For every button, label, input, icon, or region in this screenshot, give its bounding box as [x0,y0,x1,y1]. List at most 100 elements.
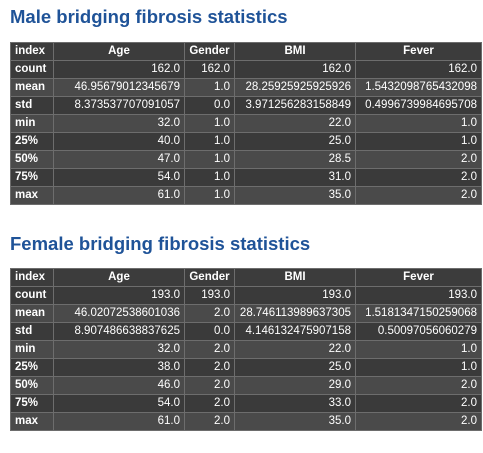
male-table-body: count 162.0 162.0 162.0 162.0 mean 46.95679012… [10,60,482,205]
table-row: min 32.0 2.0 22.0 1.0 [10,340,482,359]
cell-bmi: 35.0 [234,412,356,431]
cell-bmi: 31.0 [234,168,356,187]
column-header-gender: Gender [184,42,235,61]
cell-age: 46.02072538601036 [53,304,185,323]
male-stats-heading: Male bridging fibrosis statistics [10,6,288,27]
table-header: index Age Gender BMI Fever [10,42,482,61]
cell-gender: 1.0 [184,132,235,151]
cell-bmi: 28.746113989637305 [234,304,356,323]
cell-fever: 1.0 [355,132,482,151]
cell-age: 61.0 [53,412,185,431]
table-row: 75% 54.0 1.0 31.0 2.0 [10,168,482,187]
cell-bmi: 3.971256283158849 [234,96,356,115]
female-table-body: count 193.0 193.0 193.0 193.0 mean 46.02072538… [10,286,482,431]
cell-fever: 2.0 [355,394,482,413]
row-label: 25% [10,132,54,151]
cell-bmi: 33.0 [234,394,356,413]
cell-age: 54.0 [53,168,185,187]
row-label: min [10,114,54,133]
cell-age: 8.373537707091057 [53,96,185,115]
cell-bmi: 29.0 [234,376,356,395]
cell-bmi: 25.0 [234,358,356,377]
cell-bmi: 4.146132475907158 [234,322,356,341]
table-row: max 61.0 1.0 35.0 2.0 [10,186,482,205]
cell-fever: 162.0 [355,60,482,79]
row-label: 75% [10,168,54,187]
cell-gender: 193.0 [184,286,235,305]
cell-gender: 2.0 [184,358,235,377]
column-header-index: index [10,42,54,61]
cell-bmi: 162.0 [234,60,356,79]
cell-gender: 1.0 [184,78,235,97]
cell-age: 40.0 [53,132,185,151]
cell-fever: 1.0 [355,340,482,359]
table-row: mean 46.02072538601036 2.0 28.7461139896373… [10,304,482,323]
row-label: mean [10,78,54,97]
cell-gender: 0.0 [184,96,235,115]
cell-age: 38.0 [53,358,185,377]
table-row: 25% 40.0 1.0 25.0 1.0 [10,132,482,151]
cell-bmi: 28.5 [234,150,356,169]
cell-age: 32.0 [53,114,185,133]
cell-gender: 1.0 [184,150,235,169]
cell-age: 47.0 [53,150,185,169]
column-header-index: index [10,268,54,287]
cell-fever: 2.0 [355,376,482,395]
column-header-age: Age [53,42,185,61]
cell-gender: 2.0 [184,340,235,359]
cell-age: 46.95679012345679 [53,78,185,97]
cell-fever: 1.5181347150259068 [355,304,482,323]
row-label: 50% [10,376,54,395]
row-label: std [10,96,54,115]
table-row: 50% 46.0 2.0 29.0 2.0 [10,376,482,395]
table-row: max 61.0 2.0 35.0 2.0 [10,412,482,431]
cell-age: 32.0 [53,340,185,359]
column-header-fever: Fever [355,268,482,287]
cell-bmi: 25.0 [234,132,356,151]
cell-bmi: 28.25925925925926 [234,78,356,97]
row-label: std [10,322,54,341]
cell-gender: 162.0 [184,60,235,79]
row-label: max [10,186,54,205]
column-header-age: Age [53,268,185,287]
row-label: count [10,60,54,79]
row-label: 50% [10,150,54,169]
cell-age: 61.0 [53,186,185,205]
cell-gender: 2.0 [184,304,235,323]
header-row: index Age Gender BMI Fever [10,42,482,61]
cell-age: 193.0 [53,286,185,305]
cell-fever: 1.0 [355,358,482,377]
column-header-bmi: BMI [234,268,356,287]
table-row: 25% 38.0 2.0 25.0 1.0 [10,358,482,377]
row-label: count [10,286,54,305]
cell-fever: 0.50097056060279 [355,322,482,341]
header-row: index Age Gender BMI Fever [10,268,482,287]
table-row: 75% 54.0 2.0 33.0 2.0 [10,394,482,413]
cell-bmi: 22.0 [234,114,356,133]
table-row: count 162.0 162.0 162.0 162.0 [10,60,482,79]
cell-gender: 2.0 [184,412,235,431]
female-stats-table: index Age Gender BMI Fever count 193.0 193… [10,268,482,431]
cell-fever: 2.0 [355,412,482,431]
table-row: 50% 47.0 1.0 28.5 2.0 [10,150,482,169]
cell-fever: 1.5432098765432098 [355,78,482,97]
cell-gender: 1.0 [184,114,235,133]
cell-age: 46.0 [53,376,185,395]
male-stats-table: index Age Gender BMI Fever count 162.0 162… [10,42,482,205]
cell-age: 54.0 [53,394,185,413]
cell-fever: 2.0 [355,150,482,169]
row-label: mean [10,304,54,323]
row-label: 25% [10,358,54,377]
column-header-fever: Fever [355,42,482,61]
cell-fever: 2.0 [355,186,482,205]
cell-fever: 2.0 [355,168,482,187]
cell-age: 8.907486638837625 [53,322,185,341]
cell-bmi: 193.0 [234,286,356,305]
cell-bmi: 22.0 [234,340,356,359]
cell-age: 162.0 [53,60,185,79]
cell-gender: 1.0 [184,186,235,205]
row-label: min [10,340,54,359]
cell-fever: 193.0 [355,286,482,305]
table-row: std 8.373537707091057 0.0 3.971256283158849… [10,96,482,115]
